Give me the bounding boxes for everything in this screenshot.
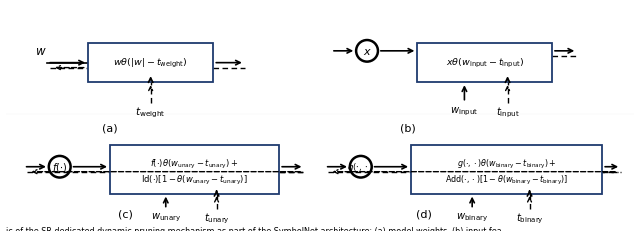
- Text: $g(\cdot,\cdot)\theta(w_{\mathrm{binary}} - t_{\mathrm{binary}}) +$: $g(\cdot,\cdot)\theta(w_{\mathrm{binary}…: [457, 157, 556, 170]
- Text: $x\theta(w_{\mathrm{input}} - t_{\mathrm{input}})$: $x\theta(w_{\mathrm{input}} - t_{\mathrm…: [445, 57, 524, 70]
- Text: $x$: $x$: [363, 47, 371, 57]
- Text: $w$: $w$: [35, 45, 47, 58]
- Text: $t_{\mathrm{unary}}$: $t_{\mathrm{unary}}$: [204, 211, 230, 225]
- Text: (c): (c): [118, 209, 133, 219]
- Text: $w_{\mathrm{binary}}$: $w_{\mathrm{binary}}$: [456, 211, 488, 223]
- Text: (b): (b): [400, 123, 416, 133]
- FancyBboxPatch shape: [88, 44, 213, 83]
- Text: $t_{\mathrm{input}}$: $t_{\mathrm{input}}$: [495, 105, 520, 120]
- Text: $w_{\mathrm{unary}}$: $w_{\mathrm{unary}}$: [150, 211, 181, 223]
- Text: $w\theta(|w| - t_{\mathrm{weight}})$: $w\theta(|w| - t_{\mathrm{weight}})$: [113, 57, 188, 70]
- FancyBboxPatch shape: [411, 146, 602, 194]
- Text: (a): (a): [102, 123, 118, 133]
- Text: $w_{\mathrm{input}}$: $w_{\mathrm{input}}$: [451, 105, 479, 118]
- Text: $f(\cdot)$: $f(\cdot)$: [52, 161, 67, 173]
- Text: $t_{\mathrm{weight}}$: $t_{\mathrm{weight}}$: [136, 105, 166, 120]
- Text: $f(\cdot)\theta(w_{\mathrm{unary}} - t_{\mathrm{unary}}) +$: $f(\cdot)\theta(w_{\mathrm{unary}} - t_{…: [150, 157, 239, 170]
- Text: $g(\cdot,\cdot)$: $g(\cdot,\cdot)$: [348, 161, 374, 173]
- FancyBboxPatch shape: [110, 146, 279, 194]
- Text: $t_{\mathrm{binary}}$: $t_{\mathrm{binary}}$: [516, 211, 543, 225]
- FancyBboxPatch shape: [417, 44, 552, 83]
- Text: $\mathrm{Add}(\cdot,\cdot)[1 - \theta(w_{\mathrm{binary}} - t_{\mathrm{binary}}): $\mathrm{Add}(\cdot,\cdot)[1 - \theta(w_…: [445, 173, 568, 186]
- Text: ic of the SR-dedicated dynamic pruning mechanism as part of the SymbolNet archit: ic of the SR-dedicated dynamic pruning m…: [6, 226, 502, 231]
- Text: $\mathrm{Id}(\cdot)[1 - \theta(w_{\mathrm{unary}} - t_{\mathrm{unary}})]$: $\mathrm{Id}(\cdot)[1 - \theta(w_{\mathr…: [141, 173, 248, 186]
- Text: (d): (d): [415, 209, 431, 219]
